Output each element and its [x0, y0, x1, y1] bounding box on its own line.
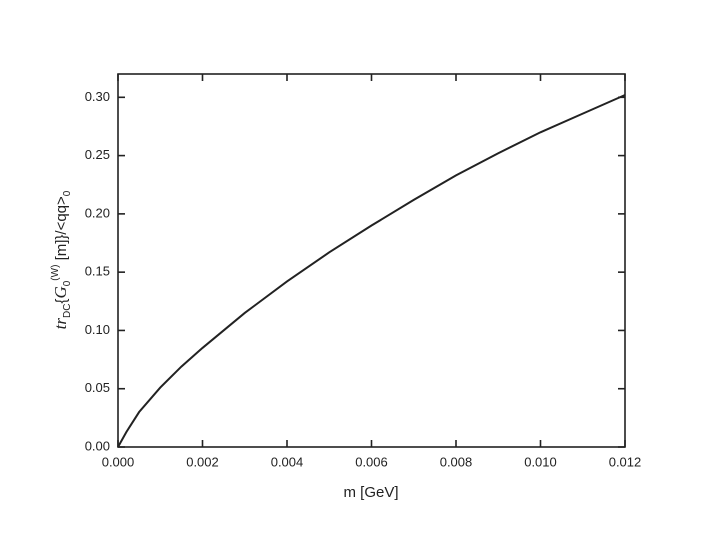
y-tick-label: 0.30 [85, 89, 110, 104]
y-axis-label-part: tr [51, 318, 70, 330]
y-tick-label: 0.25 [85, 147, 110, 162]
y-axis-label-part: 0 [62, 280, 73, 286]
data-line [117, 94, 626, 448]
y-tick-label: 0.05 [85, 380, 110, 395]
x-tick-label: 0.012 [609, 454, 642, 469]
y-axis-label-part: { [53, 299, 70, 304]
y-tick-label: 0.20 [85, 205, 110, 220]
y-tick-label: 0.00 [85, 438, 110, 453]
x-tick-label: 0.010 [524, 454, 557, 469]
y-axis-label-part: 0 [62, 190, 73, 196]
y-axis-label-part: [m]}/<qq> [53, 196, 70, 265]
x-tick-label: 0.006 [355, 454, 388, 469]
x-tick-label: 0.008 [440, 454, 473, 469]
y-axis-label: trDC{G0(W) [m]}/<qq>0 [50, 190, 73, 329]
x-tick-label: 0.004 [271, 454, 304, 469]
y-axis-label-part: G [51, 286, 70, 298]
x-axis-label: m [GeV] [343, 484, 398, 501]
y-axis-label-part: (W) [50, 265, 61, 281]
x-tick-label: 0.002 [186, 454, 219, 469]
y-tick-label: 0.10 [85, 322, 110, 337]
x-tick-label: 0.000 [102, 454, 135, 469]
y-axis-label-part: DC [62, 304, 73, 318]
plot-frame [117, 73, 626, 448]
y-tick-label: 0.15 [85, 264, 110, 279]
